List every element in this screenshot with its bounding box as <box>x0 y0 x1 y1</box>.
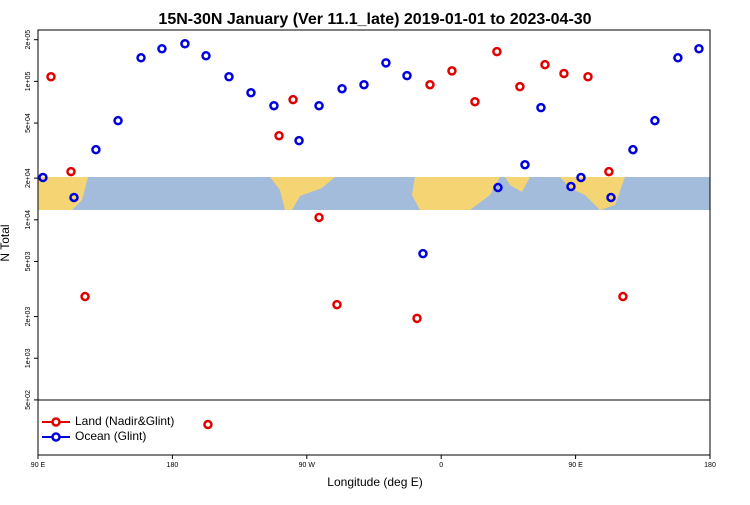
legend-label: Land (Nadir&Glint) <box>75 414 174 428</box>
point <box>46 71 56 82</box>
y-axis-label: N Total <box>0 224 12 261</box>
point <box>402 70 412 81</box>
y-tick-label: 1e+03 <box>25 348 32 368</box>
x-tick-label: 90 E <box>568 462 583 469</box>
y-tick-label: 5e+04 <box>25 113 32 133</box>
y-tick-label: 1e+04 <box>25 210 32 230</box>
point <box>80 291 90 302</box>
point <box>91 144 101 155</box>
point <box>536 102 546 113</box>
point <box>337 83 347 94</box>
point <box>203 419 213 430</box>
point <box>136 53 146 63</box>
point <box>38 172 48 183</box>
point <box>359 79 369 90</box>
point <box>69 192 79 203</box>
point <box>157 44 167 54</box>
point <box>294 135 304 146</box>
point <box>559 68 569 79</box>
point <box>606 192 616 203</box>
chart-title: 15N-30N January (Ver 11.1_late) 2019-01-… <box>158 11 591 28</box>
point <box>288 94 298 105</box>
x-tick-label: 0 <box>439 462 443 469</box>
y-tick-label: 5e+03 <box>25 252 32 272</box>
legend-label: Ocean (Glint) <box>75 429 146 443</box>
point <box>650 115 660 126</box>
point <box>332 299 342 310</box>
point <box>694 44 704 54</box>
map-strip <box>38 177 710 210</box>
x-axis-label: Longitude (deg E) <box>327 475 422 489</box>
point <box>515 81 525 92</box>
point <box>425 79 435 90</box>
point <box>418 248 428 259</box>
point <box>628 144 638 155</box>
y-tick-label: 5e+02 <box>25 390 32 410</box>
point <box>604 166 614 177</box>
y-tick-label: 2e+03 <box>25 307 32 327</box>
point <box>381 58 391 68</box>
y-tick-label: 2e+05 <box>25 30 32 50</box>
point <box>412 313 422 324</box>
point <box>269 100 279 111</box>
point <box>314 100 324 111</box>
x-tick-label: 180 <box>704 462 716 469</box>
point <box>246 87 256 98</box>
point <box>201 51 211 61</box>
y-tick-label: 2e+04 <box>25 168 32 188</box>
point <box>314 212 324 223</box>
point <box>66 166 76 177</box>
legend-marker <box>51 432 61 442</box>
point <box>224 71 234 82</box>
point <box>566 181 576 192</box>
x-tick-label: 90 E <box>31 462 46 469</box>
legend-marker <box>51 417 61 427</box>
x-tick-label: 90 W <box>299 462 316 469</box>
point <box>540 59 550 70</box>
point <box>180 38 190 49</box>
plot-frame <box>37 29 711 456</box>
point <box>576 172 586 183</box>
point <box>113 115 123 126</box>
point <box>520 159 530 170</box>
point <box>447 66 457 76</box>
point <box>274 130 284 141</box>
point <box>470 96 480 107</box>
point <box>493 182 503 193</box>
point <box>618 291 628 302</box>
y-tick-label: 1e+05 <box>25 71 32 91</box>
point <box>492 46 502 57</box>
x-tick-label: 180 <box>167 462 179 469</box>
point <box>673 53 683 63</box>
point <box>583 71 593 82</box>
